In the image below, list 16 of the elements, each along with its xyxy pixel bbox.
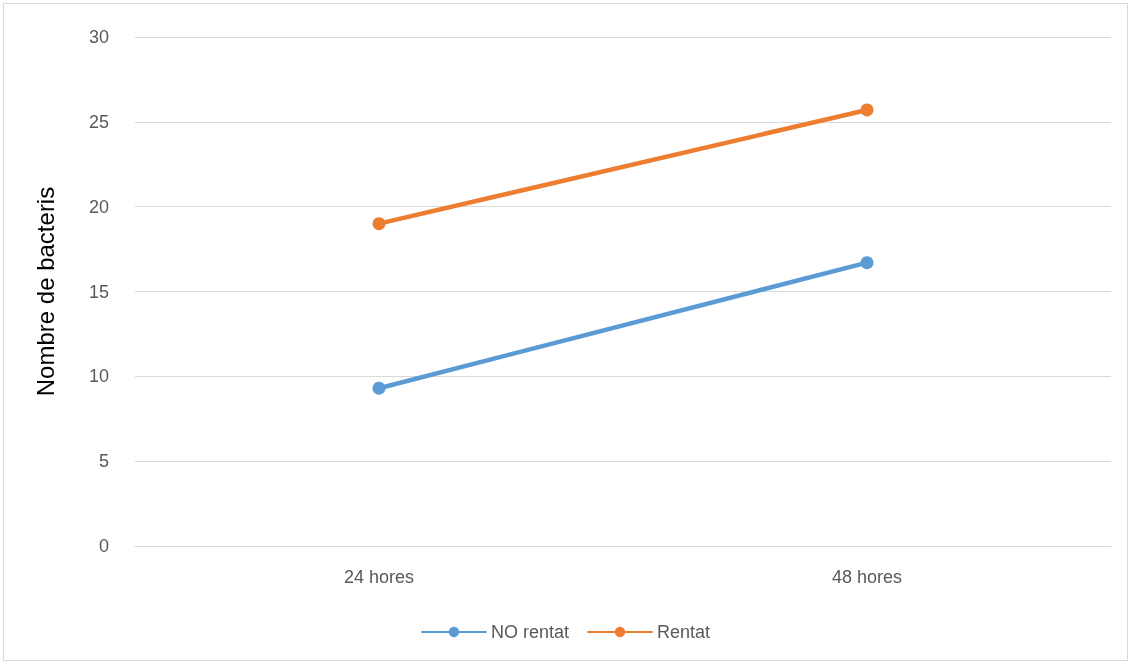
y-tick-label: 0 xyxy=(98,536,109,556)
point xyxy=(860,256,874,270)
y-tick-label: 25 xyxy=(88,111,109,132)
point xyxy=(372,381,386,395)
point xyxy=(372,217,386,231)
y-axis-title: Nombre de bacteris xyxy=(31,186,59,397)
y-tick-label: 5 xyxy=(98,451,109,472)
y-tick-label: 15 xyxy=(88,281,109,302)
y-tick-label: 30 xyxy=(88,27,109,47)
y-tick-label: 10 xyxy=(88,366,109,387)
x-tick-label: 48 hores xyxy=(831,567,903,587)
legend-label: Rentat xyxy=(657,622,711,642)
legend-label: NO rentat xyxy=(490,622,569,642)
x-tick-label: 24 hores xyxy=(343,567,415,587)
y-tick-label: 20 xyxy=(88,196,109,217)
point xyxy=(860,103,874,117)
